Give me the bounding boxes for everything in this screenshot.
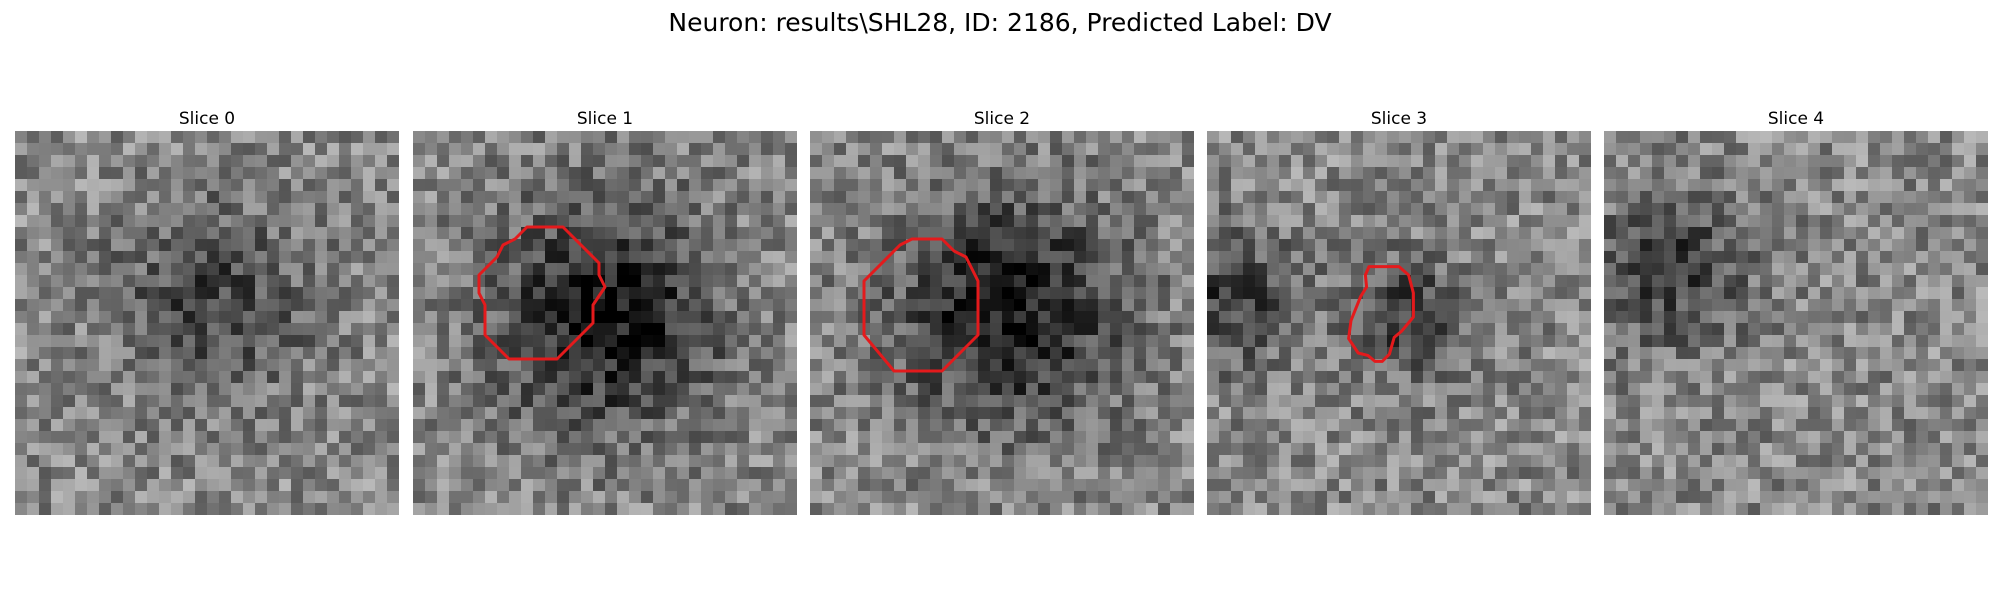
slice-title: Slice 0 [178, 109, 236, 129]
neuron-contour [1347, 265, 1415, 363]
slice-title: Slice 3 [1370, 109, 1428, 129]
slice-image [810, 131, 1194, 515]
slice-image [413, 131, 797, 515]
slice-panel-1: Slice 1 [413, 107, 797, 515]
slice-title: Slice 2 [973, 109, 1031, 129]
neuron-contour [477, 225, 607, 361]
slice-panel-4: Slice 4 [1604, 107, 1988, 515]
slice-panel-0: Slice 0 [15, 107, 399, 515]
figure-title: Neuron: results\SHL28, ID: 2186, Predict… [668, 8, 1332, 37]
slice-title: Slice 1 [576, 109, 634, 129]
slice-image [1207, 131, 1591, 515]
slice-image [1604, 131, 1988, 515]
slice-panel-3: Slice 3 [1207, 107, 1591, 515]
slice-title: Slice 4 [1767, 109, 1825, 129]
slice-panel-2: Slice 2 [810, 107, 1194, 515]
neuron-contour [862, 237, 980, 373]
slice-image [15, 131, 399, 515]
